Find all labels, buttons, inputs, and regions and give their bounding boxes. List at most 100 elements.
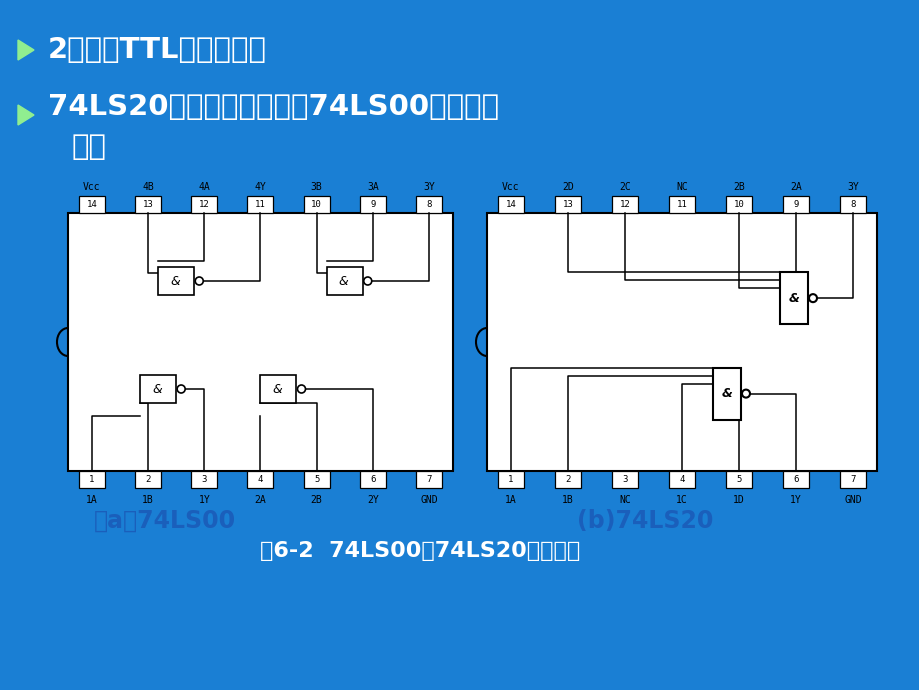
Text: &: &	[720, 387, 732, 400]
Text: 1A: 1A	[86, 495, 97, 505]
Bar	[79, 471, 105, 488]
Bar	[303, 196, 329, 213]
Text: 11: 11	[675, 200, 686, 209]
Text: 2B: 2B	[311, 495, 323, 505]
Text: 1C: 1C	[675, 495, 687, 505]
Text: 2B: 2B	[732, 182, 744, 192]
Bar	[415, 471, 441, 488]
Text: 10: 10	[732, 200, 743, 209]
Text: 8: 8	[849, 200, 855, 209]
Bar	[779, 272, 807, 324]
Bar	[839, 196, 865, 213]
Text: 14: 14	[505, 200, 516, 209]
Bar	[326, 267, 362, 295]
Text: 11: 11	[255, 200, 266, 209]
Text: 4A: 4A	[199, 182, 210, 192]
Bar	[839, 471, 865, 488]
Text: 8: 8	[425, 200, 431, 209]
Bar	[486, 213, 876, 471]
Bar	[668, 196, 694, 213]
Bar	[158, 267, 194, 295]
Circle shape	[297, 385, 305, 393]
Text: NC: NC	[675, 182, 687, 192]
Text: &: &	[788, 292, 799, 305]
Circle shape	[808, 294, 816, 302]
Text: 3Y: 3Y	[846, 182, 858, 192]
Polygon shape	[18, 105, 34, 125]
Text: &: &	[153, 382, 162, 395]
Bar	[359, 196, 385, 213]
Text: 3: 3	[621, 475, 627, 484]
Text: 3Y: 3Y	[423, 182, 435, 192]
Bar	[247, 471, 273, 488]
Text: 2: 2	[564, 475, 570, 484]
Text: 1: 1	[89, 475, 95, 484]
Bar	[260, 375, 296, 403]
Bar	[140, 375, 176, 403]
Circle shape	[195, 277, 203, 285]
Bar	[247, 196, 273, 213]
Text: 1A: 1A	[505, 495, 516, 505]
Text: GND: GND	[844, 495, 861, 505]
Text: GND: GND	[420, 495, 437, 505]
Text: 1: 1	[508, 475, 513, 484]
Text: 5: 5	[313, 475, 319, 484]
Text: 12: 12	[619, 200, 630, 209]
Text: 4B: 4B	[142, 182, 153, 192]
Text: &: &	[170, 275, 180, 288]
Text: &: &	[272, 382, 282, 395]
Text: 7: 7	[849, 475, 855, 484]
Text: 12: 12	[199, 200, 210, 209]
Bar	[135, 196, 161, 213]
Text: 4: 4	[257, 475, 263, 484]
Text: 13: 13	[562, 200, 573, 209]
Text: 13: 13	[142, 200, 153, 209]
Text: Vcc: Vcc	[502, 182, 519, 192]
Bar	[191, 471, 217, 488]
Text: 1Y: 1Y	[789, 495, 801, 505]
Bar	[611, 471, 637, 488]
Text: 4: 4	[678, 475, 684, 484]
Text: NC: NC	[618, 495, 630, 505]
Bar	[782, 196, 808, 213]
Text: 9: 9	[369, 200, 375, 209]
Circle shape	[177, 385, 185, 393]
Text: 2．常用TTL集成与非门: 2．常用TTL集成与非门	[48, 36, 267, 64]
Bar	[68, 213, 452, 471]
Text: 2A: 2A	[789, 182, 801, 192]
Bar	[554, 471, 581, 488]
Circle shape	[363, 277, 371, 285]
Bar	[782, 471, 808, 488]
Text: 2Y: 2Y	[367, 495, 379, 505]
Text: 1B: 1B	[142, 495, 153, 505]
Bar	[303, 471, 329, 488]
Text: 74LS20（四二与非门）和74LS00（二四与: 74LS20（四二与非门）和74LS00（二四与	[48, 93, 499, 121]
Bar	[191, 196, 217, 213]
Bar	[135, 471, 161, 488]
Bar	[497, 471, 524, 488]
Text: 3: 3	[201, 475, 207, 484]
Text: 3A: 3A	[367, 182, 379, 192]
Text: 1Y: 1Y	[199, 495, 210, 505]
Text: (b)74LS20: (b)74LS20	[576, 509, 712, 533]
Text: 2D: 2D	[562, 182, 573, 192]
Text: 2C: 2C	[618, 182, 630, 192]
Bar	[497, 196, 524, 213]
Text: 10: 10	[311, 200, 322, 209]
Text: 图6-2  74LS00和74LS20的管脚图: 图6-2 74LS00和74LS20的管脚图	[259, 541, 580, 561]
Text: 1D: 1D	[732, 495, 744, 505]
Text: 2A: 2A	[255, 495, 267, 505]
Text: 3B: 3B	[311, 182, 323, 192]
Bar	[611, 196, 637, 213]
Bar	[415, 196, 441, 213]
Text: （a）74LS00: （a）74LS00	[94, 509, 236, 533]
Text: 1B: 1B	[562, 495, 573, 505]
Text: 5: 5	[735, 475, 741, 484]
Text: &: &	[338, 275, 348, 288]
Bar	[79, 196, 105, 213]
Bar	[359, 471, 385, 488]
Text: 4Y: 4Y	[255, 182, 267, 192]
Text: 7: 7	[425, 475, 431, 484]
Bar	[712, 368, 740, 420]
Text: 9: 9	[792, 200, 798, 209]
